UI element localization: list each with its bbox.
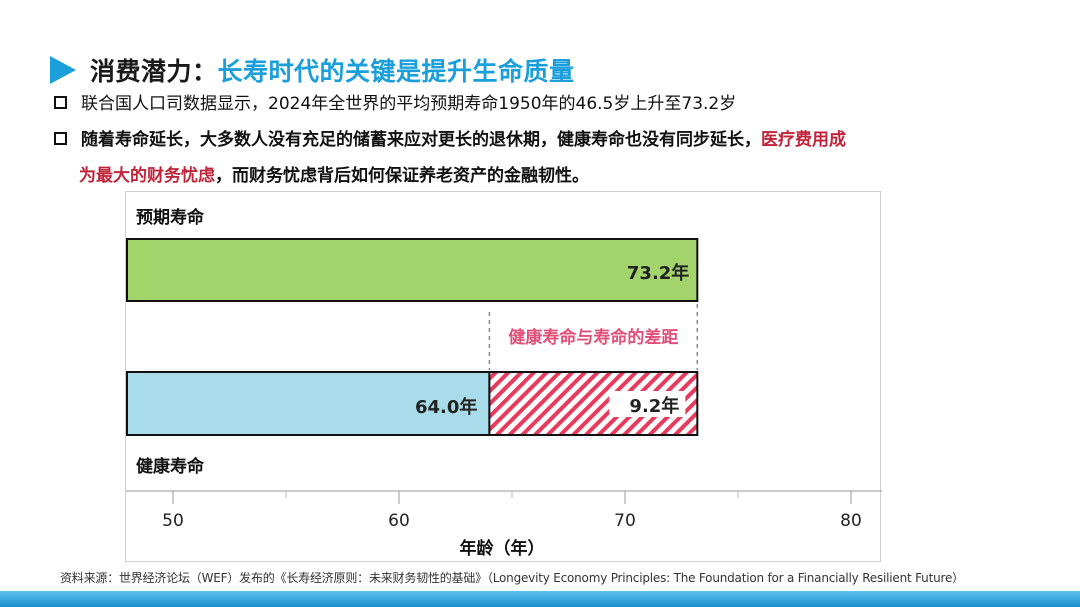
- bullet-1: 联合国人口司数据显示，2024年全世界的平均预期寿命1950年的46.5岁上升至…: [54, 93, 736, 115]
- x-axis-title: 年龄（年）: [460, 538, 545, 559]
- bar-category-label: 预期寿命: [136, 207, 205, 228]
- title-main: 长寿时代的关键是提升生命质量: [217, 57, 575, 86]
- bullet-2-text: 随着寿命延长，大多数人没有充足的储蓄来应对更长的退休期，健康寿命也没有同步延长，: [81, 130, 761, 150]
- data-label: 73.2年: [627, 262, 689, 284]
- bar-expected-lifespan: [126, 238, 699, 302]
- title-prefix: 消费潜力：: [90, 57, 218, 86]
- bullet-2: 随着寿命延长，大多数人没有充足的储蓄来应对更长的退休期，健康寿命也没有同步延长，…: [54, 129, 846, 151]
- bullet-2-highlight: 医疗费用成: [761, 130, 846, 150]
- square-bullet-icon: [54, 95, 67, 109]
- data-label: 64.0年: [415, 396, 477, 418]
- bullet-1-text: 联合国人口司数据显示，2024年全世界的平均预期寿命1950年的46.5岁上升至…: [81, 94, 737, 114]
- bar-category-label: 健康寿命: [136, 456, 205, 477]
- chart-frame: 预期寿命 73.2年 64.0年 9.2年健康寿命 健康寿命与寿命的差距 50 60 70 80…: [125, 191, 882, 562]
- bar-healthy-lifespan: [126, 371, 491, 436]
- gap-annotation: 健康寿命与寿命的差距: [508, 327, 678, 348]
- x-tick-label: 70: [614, 511, 636, 531]
- data-label: 9.2年: [629, 395, 679, 417]
- x-tick-label: 50: [162, 511, 184, 531]
- square-bullet-icon: [54, 131, 67, 145]
- x-tick-label: 60: [388, 511, 410, 531]
- bullet-2-highlight-2: 为最大的财务忧虑: [79, 166, 215, 186]
- footer-bar: [0, 591, 1080, 607]
- source-note: 资料来源：世界经济论坛（WEF）发布的《长寿经济原则：未来财务韧性的基础》（Lo…: [60, 571, 964, 585]
- gap-label-background: [609, 391, 686, 417]
- slide-title: 消费潜力：长寿时代的关键是提升生命质量: [50, 52, 575, 88]
- x-tick-label: 80: [840, 511, 862, 531]
- bullet-2-text-2: ，而财务忧虑背后如何保证养老资产的金融韧性。: [215, 166, 589, 186]
- title-text: 消费潜力：长寿时代的关键是提升生命质量: [90, 52, 575, 88]
- bullet-2-continued: 为最大的财务忧虑，而财务忧虑背后如何保证养老资产的金融韧性。: [79, 165, 589, 187]
- play-triangle-icon: [50, 56, 76, 84]
